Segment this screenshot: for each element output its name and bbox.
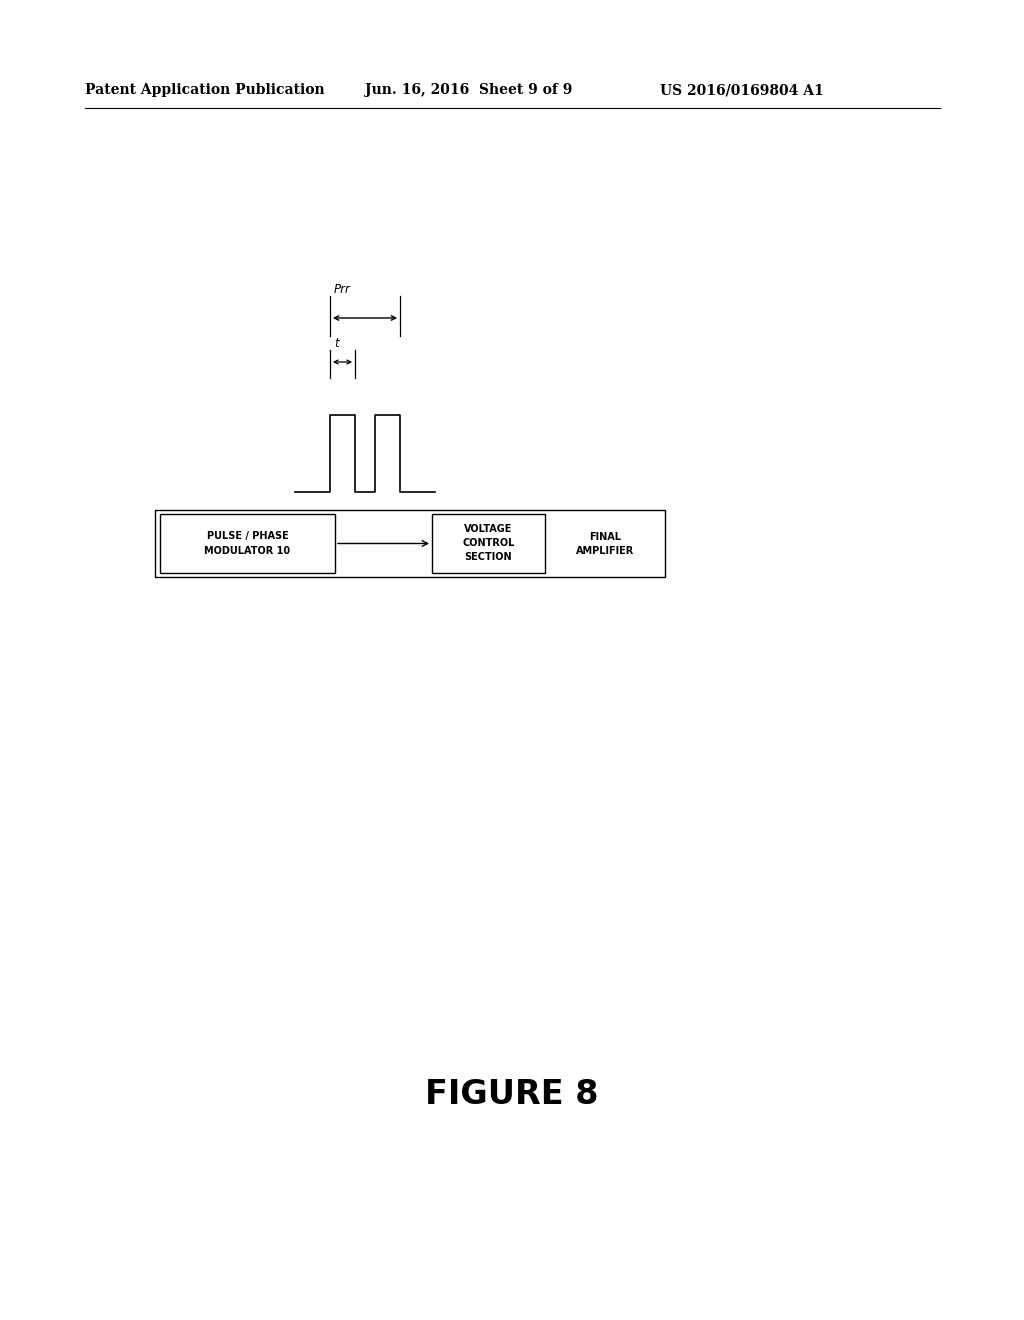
Bar xyxy=(160,513,335,573)
Text: VOLTAGE: VOLTAGE xyxy=(464,524,513,535)
Text: FIGURE 8: FIGURE 8 xyxy=(425,1078,599,1111)
Text: t: t xyxy=(334,337,339,350)
Text: CONTROL: CONTROL xyxy=(462,539,515,549)
Text: FINAL: FINAL xyxy=(589,532,621,541)
Text: MODULATOR 10: MODULATOR 10 xyxy=(205,545,291,556)
Text: SECTION: SECTION xyxy=(465,553,512,562)
Text: Patent Application Publication: Patent Application Publication xyxy=(85,83,325,96)
Text: Jun. 16, 2016  Sheet 9 of 9: Jun. 16, 2016 Sheet 9 of 9 xyxy=(365,83,572,96)
Text: AMPLIFIER: AMPLIFIER xyxy=(575,545,634,556)
Bar xyxy=(155,510,665,577)
Text: US 2016/0169804 A1: US 2016/0169804 A1 xyxy=(660,83,823,96)
Text: PULSE / PHASE: PULSE / PHASE xyxy=(207,532,289,541)
Text: Prr: Prr xyxy=(334,282,351,296)
Bar xyxy=(432,513,545,573)
